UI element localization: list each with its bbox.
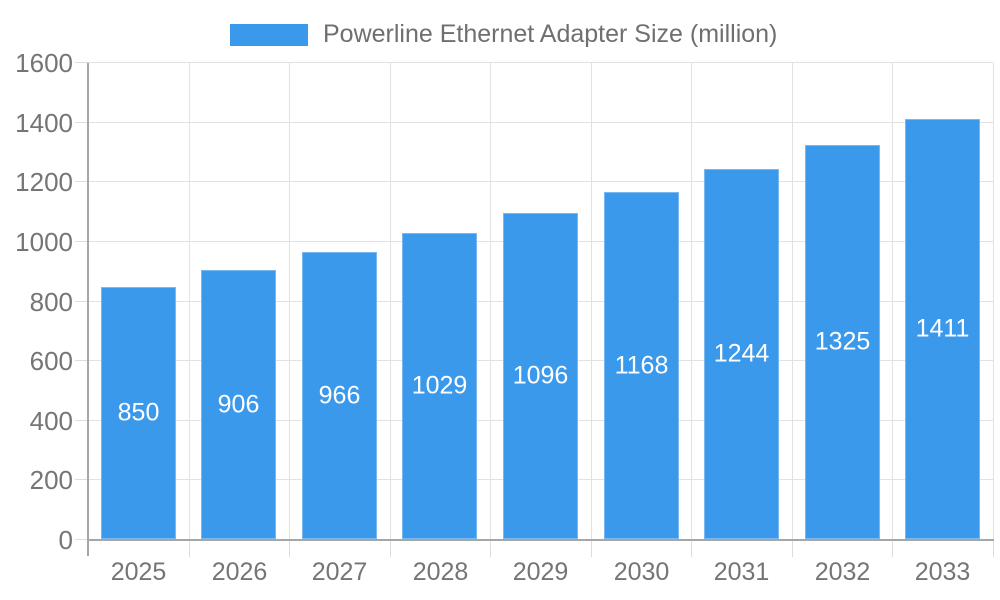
h-gridline <box>88 181 993 182</box>
bar-value-label: 1325 <box>814 327 871 356</box>
bar[interactable]: 966 <box>302 252 377 539</box>
y-axis-label: 1000 <box>15 227 73 257</box>
v-gridline <box>993 63 994 540</box>
v-gridline <box>390 63 391 540</box>
x-tick <box>189 541 190 557</box>
x-axis-label: 2030 <box>613 558 670 586</box>
legend-item[interactable]: Powerline Ethernet Adapter Size (million… <box>230 20 777 49</box>
x-axis-label: 2025 <box>110 558 167 586</box>
bar[interactable]: 1411 <box>905 119 980 539</box>
x-tick <box>993 541 994 557</box>
y-axis-line <box>87 63 89 556</box>
y-axis-label: 1200 <box>15 167 73 197</box>
bar[interactable]: 1096 <box>503 213 578 539</box>
x-tick <box>591 541 592 557</box>
v-gridline <box>591 63 592 540</box>
y-axis-label: 1600 <box>15 48 73 78</box>
y-tick <box>75 301 88 302</box>
bar-value-label: 1411 <box>915 314 970 343</box>
y-axis-label: 800 <box>29 287 73 317</box>
h-gridline <box>88 62 993 63</box>
y-tick <box>75 539 88 540</box>
v-gridline <box>892 63 893 540</box>
x-tick <box>390 541 391 557</box>
bar[interactable]: 1029 <box>402 233 477 539</box>
y-tick <box>75 360 88 361</box>
x-tick <box>892 541 893 557</box>
x-axis-line <box>87 539 994 541</box>
y-axis-label: 400 <box>29 406 73 436</box>
bar[interactable]: 906 <box>201 270 276 539</box>
y-axis-label: 600 <box>29 346 73 376</box>
x-tick <box>691 541 692 557</box>
y-axis-label: 200 <box>29 465 73 495</box>
h-gridline <box>88 122 993 123</box>
bar[interactable]: 1325 <box>805 145 880 539</box>
y-tick <box>75 122 88 123</box>
y-tick <box>75 241 88 242</box>
x-tick <box>289 541 290 557</box>
bar-value-label: 1168 <box>614 351 669 379</box>
v-gridline <box>691 63 692 540</box>
bar[interactable]: 1168 <box>604 192 679 539</box>
x-axis-label: 2027 <box>311 558 368 586</box>
legend-label: Powerline Ethernet Adapter Size (million… <box>323 20 778 48</box>
bar-value-label: 1029 <box>411 371 468 400</box>
bar[interactable]: 850 <box>101 287 176 539</box>
x-tick <box>490 541 491 557</box>
x-axis-label: 2033 <box>914 558 971 586</box>
y-tick <box>75 181 88 182</box>
x-axis-label: 2031 <box>713 558 770 586</box>
y-axis-label: 1400 <box>15 108 73 138</box>
y-axis-label: 0 <box>58 525 73 555</box>
bar-value-label: 906 <box>217 390 260 418</box>
x-axis-label: 2028 <box>412 558 469 586</box>
y-tick <box>75 62 88 63</box>
v-gridline <box>490 63 491 540</box>
x-tick <box>792 541 793 557</box>
bar-value-label: 1244 <box>713 339 770 368</box>
y-tick <box>75 479 88 480</box>
bar[interactable]: 1244 <box>704 169 779 539</box>
bar-value-label: 966 <box>318 381 361 409</box>
x-axis-label: 2026 <box>211 558 268 586</box>
legend-swatch <box>230 23 308 46</box>
x-axis-label: 2029 <box>512 558 569 586</box>
v-gridline <box>289 63 290 540</box>
bar-value-label: 1096 <box>512 361 569 390</box>
bar-value-label: 850 <box>117 398 160 427</box>
v-gridline <box>189 63 190 540</box>
x-axis-label: 2032 <box>814 558 871 586</box>
y-tick <box>75 420 88 421</box>
v-gridline <box>792 63 793 540</box>
